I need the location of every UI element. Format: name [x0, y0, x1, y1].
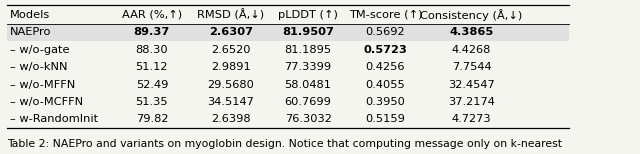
Text: 52.49: 52.49 — [136, 80, 168, 90]
Text: – w-RandomInit: – w-RandomInit — [10, 114, 98, 124]
Text: 79.82: 79.82 — [136, 114, 168, 124]
Text: 0.3950: 0.3950 — [365, 97, 405, 107]
Text: 4.4268: 4.4268 — [452, 45, 491, 55]
Text: 0.5159: 0.5159 — [365, 114, 405, 124]
Text: 0.4055: 0.4055 — [365, 80, 405, 90]
Text: 2.6398: 2.6398 — [211, 114, 250, 124]
Text: 58.0481: 58.0481 — [285, 80, 332, 90]
Text: 77.3399: 77.3399 — [285, 62, 332, 72]
Text: 60.7699: 60.7699 — [285, 97, 332, 107]
Text: 29.5680: 29.5680 — [207, 80, 254, 90]
Text: – w/o-MFFN: – w/o-MFFN — [10, 80, 76, 90]
Text: 51.35: 51.35 — [136, 97, 168, 107]
Text: TM-score (↑): TM-score (↑) — [349, 10, 422, 20]
Text: Table 2: NAEPro and variants on myoglobin design. Notice that computing message : Table 2: NAEPro and variants on myoglobi… — [7, 139, 562, 149]
Text: NAEPro: NAEPro — [10, 27, 51, 37]
Text: 34.5147: 34.5147 — [207, 97, 254, 107]
Text: 0.5692: 0.5692 — [365, 27, 405, 37]
Text: RMSD (Å,↓): RMSD (Å,↓) — [197, 9, 264, 21]
Text: 32.4547: 32.4547 — [448, 80, 495, 90]
Text: 2.6520: 2.6520 — [211, 45, 250, 55]
Text: 0.5723: 0.5723 — [364, 45, 408, 55]
Bar — [7, 24, 569, 41]
Text: – w/o-kNN: – w/o-kNN — [10, 62, 67, 72]
Text: 88.30: 88.30 — [136, 45, 168, 55]
Text: 7.7544: 7.7544 — [452, 62, 492, 72]
Text: 4.3865: 4.3865 — [449, 27, 493, 37]
Text: Models: Models — [10, 10, 50, 20]
Text: pLDDT (↑): pLDDT (↑) — [278, 10, 338, 20]
Text: 4.7273: 4.7273 — [452, 114, 492, 124]
Text: 76.3032: 76.3032 — [285, 114, 332, 124]
Text: 37.2174: 37.2174 — [448, 97, 495, 107]
Text: – w/o-gate: – w/o-gate — [10, 45, 70, 55]
Text: 2.9891: 2.9891 — [211, 62, 251, 72]
Text: 2.6307: 2.6307 — [209, 27, 253, 37]
Text: – w/o-MCFFN: – w/o-MCFFN — [10, 97, 83, 107]
Text: 0.4256: 0.4256 — [365, 62, 405, 72]
Text: 89.37: 89.37 — [134, 27, 170, 37]
Text: 51.12: 51.12 — [136, 62, 168, 72]
Text: 81.1895: 81.1895 — [285, 45, 332, 55]
Text: AAR (%,↑): AAR (%,↑) — [122, 10, 182, 20]
Text: Consistency (Å,↓): Consistency (Å,↓) — [420, 9, 523, 21]
Text: 81.9507: 81.9507 — [282, 27, 334, 37]
